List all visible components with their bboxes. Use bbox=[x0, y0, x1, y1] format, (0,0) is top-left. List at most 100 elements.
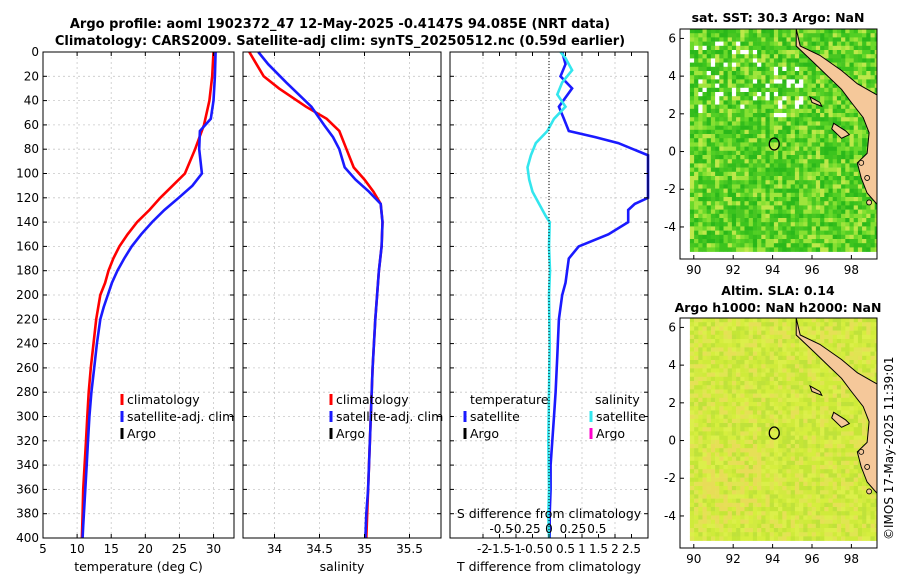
y-tick-label: 2 bbox=[668, 396, 676, 410]
small-island bbox=[866, 488, 873, 495]
x-tick-label: 1 bbox=[578, 542, 586, 556]
x-axis-label: salinity bbox=[320, 559, 365, 574]
sumatra-land bbox=[795, 29, 877, 206]
series-satellite-adj-clim bbox=[81, 51, 217, 539]
series-climatology bbox=[80, 51, 215, 539]
sumatra-land bbox=[795, 318, 877, 495]
y-tick-label: -2 bbox=[664, 471, 676, 485]
argo-position-marker bbox=[768, 137, 780, 151]
x-tick-label: 96 bbox=[804, 263, 819, 277]
y-tick-label: 400 bbox=[16, 531, 39, 545]
y-tick-label: -4 bbox=[664, 220, 676, 234]
s-axis-label: S difference from climatology bbox=[457, 506, 642, 521]
x-tick-label: 94 bbox=[765, 552, 780, 566]
y-tick-label: 40 bbox=[24, 94, 39, 108]
y-tick-label: 0 bbox=[31, 45, 39, 59]
x-tick-label: 2 bbox=[611, 542, 619, 556]
y-tick-label: 4 bbox=[668, 358, 676, 372]
y-tick-label: -4 bbox=[664, 509, 676, 523]
s-tick-label: -0.25 bbox=[510, 522, 541, 536]
title-line-1: Argo profile: aoml 1902372_47 12-May-202… bbox=[70, 17, 610, 32]
small-island bbox=[866, 199, 873, 206]
x-tick-label: 90 bbox=[686, 552, 701, 566]
argo-legend-label: Argo bbox=[336, 426, 365, 441]
y-tick-label: 160 bbox=[16, 239, 39, 253]
x-tick-label: 25 bbox=[172, 542, 187, 556]
x-tick-label: 15 bbox=[104, 542, 119, 556]
x-tick-label: 20 bbox=[138, 542, 153, 556]
y-tick-label: -2 bbox=[664, 182, 676, 196]
small-island bbox=[858, 448, 865, 455]
y-tick-label: 80 bbox=[24, 142, 39, 156]
x-tick-label: 2.5 bbox=[622, 542, 641, 556]
y-tick-label: 6 bbox=[668, 31, 676, 45]
x-axis-label: T difference from climatology bbox=[456, 559, 642, 574]
small-island bbox=[864, 464, 871, 470]
temperature-panel: 5 10 15 20 25 3002040608010012014016018020022… bbox=[16, 45, 235, 574]
y-tick-label: 260 bbox=[16, 361, 39, 375]
x-tick-label: 34.5 bbox=[306, 542, 333, 556]
map-frame bbox=[679, 28, 878, 260]
x-tick-label: 0 bbox=[545, 542, 553, 556]
x-tick-label: 0.5 bbox=[556, 542, 575, 556]
s-tick-label: 0.25 bbox=[560, 522, 587, 536]
legend-temperature-title: temperature bbox=[470, 392, 549, 407]
legend-salinity-title: salinity bbox=[595, 392, 640, 407]
x-tick-label: -2 bbox=[477, 542, 489, 556]
series-salinity-satellite bbox=[526, 51, 574, 539]
difference-panel: -2-1.5-1-0.5 0 0.5 1 1.5 2 2.5T difference fro… bbox=[449, 51, 650, 574]
x-tick-label: 90 bbox=[686, 263, 701, 277]
series-satellite-adj-clim bbox=[257, 51, 384, 539]
sla-map-title-1: Altim. SLA: 0.14 bbox=[721, 283, 835, 298]
x-tick-label: 94 bbox=[765, 263, 780, 277]
y-tick-label: 220 bbox=[16, 312, 39, 326]
x-tick-label: 10 bbox=[69, 542, 84, 556]
x-tick-label: 35 bbox=[357, 542, 372, 556]
y-tick-label: 180 bbox=[16, 264, 39, 278]
s-tick-label: 0 bbox=[545, 522, 553, 536]
x-tick-label: 35.5 bbox=[396, 542, 423, 556]
sst-map-panel: 90 92 94 96 98 -4 -2 0 2 4 6 sat. SST: 30.3 Argo: N… bbox=[664, 10, 878, 277]
y-tick-label: 200 bbox=[16, 288, 39, 302]
y-tick-label: 0 bbox=[668, 434, 676, 448]
map-field bbox=[680, 29, 877, 259]
y-tick-label: 60 bbox=[24, 118, 39, 132]
salinity-panel: 34 34.5 35 35.5 salinity climatology satellite… bbox=[242, 51, 443, 574]
satellite-legend-label: satellite-adj. clim bbox=[336, 409, 443, 424]
small-island bbox=[864, 175, 871, 181]
map-field bbox=[680, 318, 877, 548]
y-tick-label: 4 bbox=[668, 69, 676, 83]
y-tick-label: 320 bbox=[16, 434, 39, 448]
y-tick-label: 140 bbox=[16, 215, 39, 229]
y-tick-label: 340 bbox=[16, 458, 39, 472]
nias-island bbox=[831, 411, 851, 428]
x-axis-label: temperature (deg C) bbox=[74, 559, 203, 574]
x-tick-label: 98 bbox=[844, 552, 859, 566]
s-argo-legend-label: Argo bbox=[596, 426, 625, 441]
y-tick-label: 6 bbox=[668, 320, 676, 334]
x-tick-label: -0.5 bbox=[521, 542, 544, 556]
x-tick-label: 5 bbox=[39, 542, 47, 556]
y-tick-label: 380 bbox=[16, 507, 39, 521]
y-tick-label: 100 bbox=[16, 167, 39, 181]
t-argo-legend-label: Argo bbox=[470, 426, 499, 441]
argo-legend-label: Argo bbox=[127, 426, 156, 441]
y-tick-label: 240 bbox=[16, 337, 39, 351]
y-tick-label: 300 bbox=[16, 410, 39, 424]
x-tick-label: 96 bbox=[804, 552, 819, 566]
satellite-legend-label: satellite-adj. clim bbox=[127, 409, 234, 424]
map-frame bbox=[679, 317, 878, 549]
x-tick-label: -1.5 bbox=[488, 542, 511, 556]
y-tick-label: 360 bbox=[16, 482, 39, 496]
sla-map-panel: 90 92 94 96 98 -4 -2 0 2 4 6 Altim. SLA: 0.14 Argo h… bbox=[664, 283, 881, 566]
s-tick-label: 0.5 bbox=[587, 522, 606, 536]
s-satellite-legend-label: satellite bbox=[596, 409, 646, 424]
t-satellite-legend-label: satellite bbox=[470, 409, 520, 424]
sst-map-title: sat. SST: 30.3 Argo: NaN bbox=[692, 10, 865, 25]
small-island bbox=[858, 159, 865, 166]
simeulue-island bbox=[809, 95, 823, 108]
s-tick-label: -0.5 bbox=[489, 522, 512, 536]
x-tick-label: 92 bbox=[726, 263, 741, 277]
y-tick-label: 120 bbox=[16, 191, 39, 205]
